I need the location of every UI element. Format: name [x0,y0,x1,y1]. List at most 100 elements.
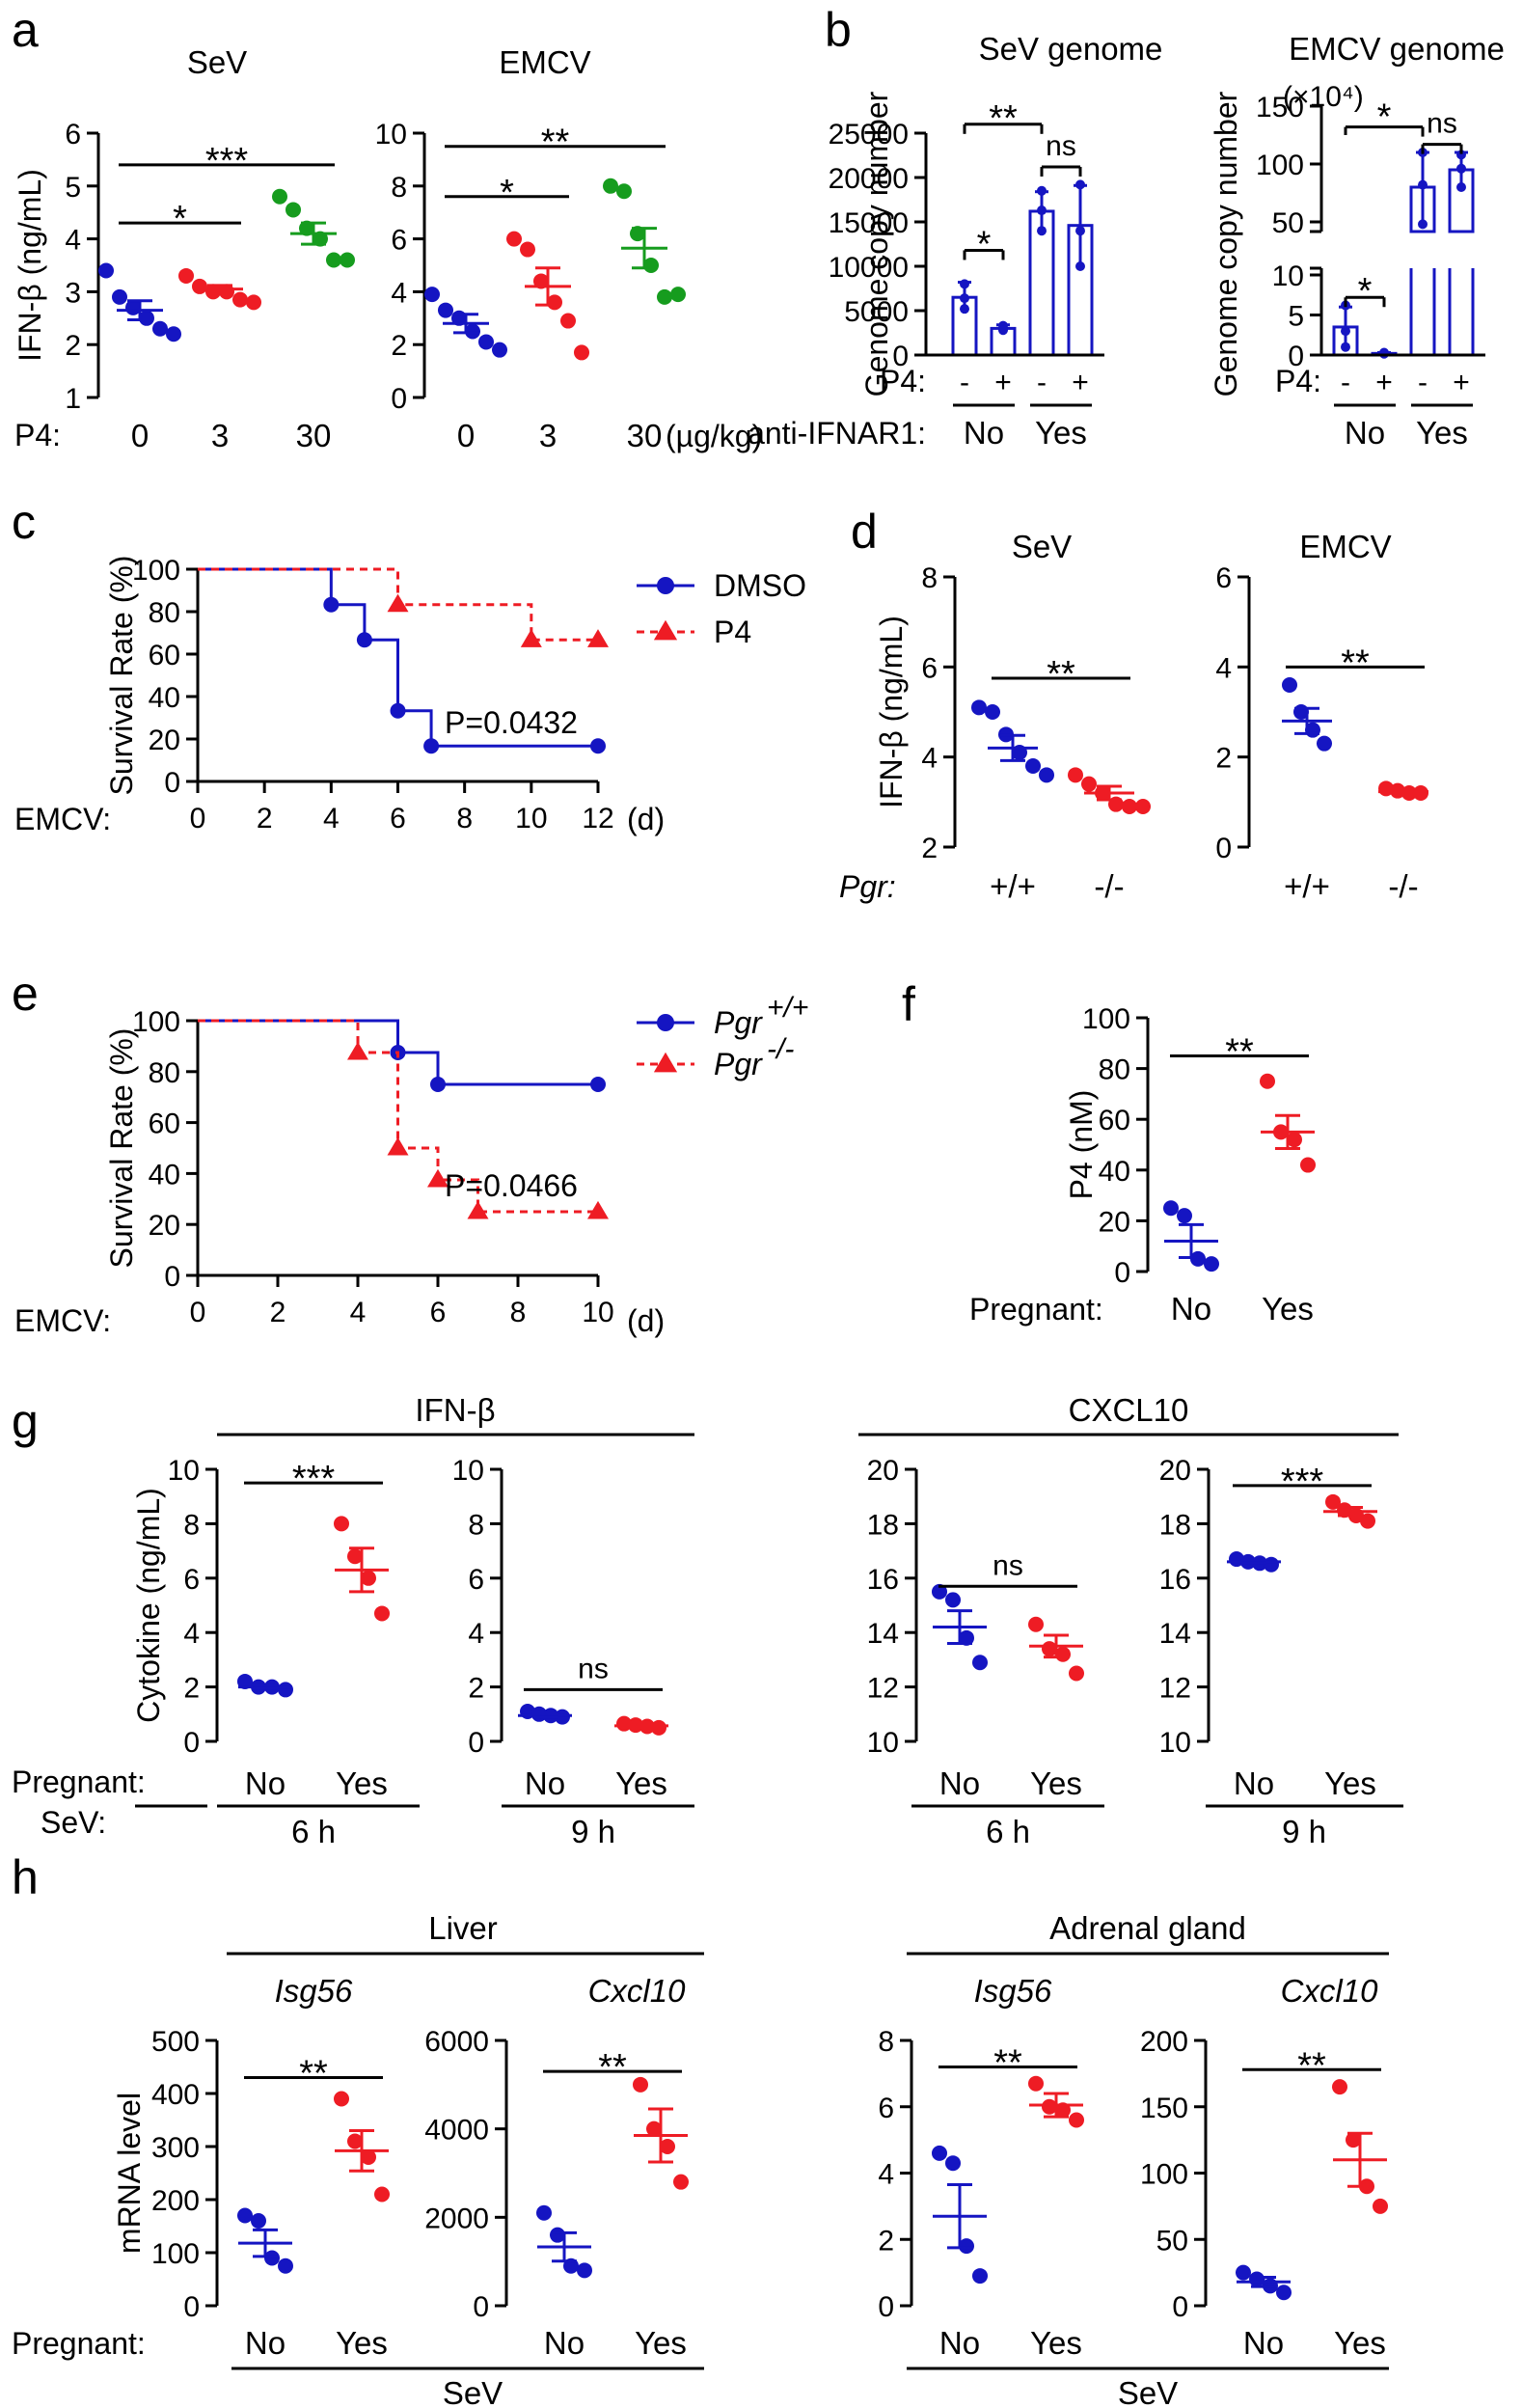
survival-marker [467,1200,489,1219]
significance-label: * [977,224,992,264]
data-point [646,2121,662,2137]
plot-h1-y-tick-label: 200 [151,2185,200,2217]
plot-b2-y-tick-label: 150 [1256,92,1304,123]
significance-label: ns [578,1653,609,1684]
data-point [347,1548,363,1565]
significance-label: ** [1297,2045,1326,2086]
plot-e-x-tick-label: 4 [350,1297,367,1328]
g-time-label: 6 h [986,1814,1030,1849]
legend-label-pgr-ko: Pgr [714,1047,763,1081]
survival-marker [520,629,542,647]
data-point [251,2213,266,2229]
plot-b1-y-tick-label: 5000 [844,296,909,328]
significance-label: ns [1427,108,1457,140]
data-point [960,293,969,304]
g-time-label: 9 h [571,1814,615,1849]
plot-d1-y-tick-label: 2 [921,833,938,864]
plot-a2-title: EMCV [499,44,590,80]
plot-g1-y-tick-label: 10 [168,1455,200,1487]
data-point [1236,2264,1251,2281]
plot-h1-y-tick-label: 0 [183,2291,200,2323]
category-label: 0 [131,418,149,453]
plot-h1-y-tick-label: 500 [151,2026,200,2058]
h-gene-cxcl10-adrenal: Cxcl10 [1281,1973,1379,2009]
survival-marker [590,1077,606,1092]
category-label: 3 [211,418,229,453]
category-label: +/+ [990,868,1036,904]
survival-marker [423,738,440,754]
plot-g1-y-tick-label: 2 [183,1673,200,1705]
plot-e-y-tick-label: 80 [149,1057,180,1089]
plot-g1-y-tick-label: 6 [183,1564,200,1596]
plot-d2-y-tick-label: 4 [1215,652,1232,684]
c-unit-label: (d) [627,802,665,836]
plot-d1-y-tick-label: 8 [921,562,938,594]
plot-h2-y-tick-label: 6000 [424,2026,489,2058]
survival-marker [587,629,609,647]
g-ifn-group-label: IFN-β [415,1392,495,1428]
significance-label: *** [205,141,249,181]
survival-curve-DMSO [198,567,598,748]
panel-letter-b: b [825,3,852,57]
data-point [1039,767,1054,783]
plot-b1-ylabel: Genome copy number [859,91,894,397]
data-point [1282,677,1297,693]
plot-h1-y-tick-label: 400 [151,2079,200,2111]
data-point [1260,1073,1275,1089]
p4-sign: - [1341,367,1350,398]
plot-e-x-tick-label: 0 [190,1297,206,1328]
plot-b2-title: EMCV genome [1289,31,1505,67]
plot-g2-y-tick-label: 4 [468,1618,484,1650]
plot-h2-y-tick-label: 2000 [424,2203,489,2234]
panel-letter-g: g [12,1394,39,1448]
legend-label-p4: P4 [714,615,751,649]
data-point [1135,799,1151,814]
plot-g4-y-tick-label: 10 [1159,1727,1191,1759]
plot-e-x-tick-label: 10 [582,1297,613,1328]
data-point [1075,226,1085,236]
p4-sign: + [994,367,1012,398]
legend-label-pgr-wt-sup: +/+ [767,992,808,1024]
data-point [438,302,453,318]
f-pregnant-row-label: Pregnant: [969,1292,1103,1327]
data-point [673,2174,689,2190]
significance-label: ** [1225,1031,1254,1072]
data-point [374,2186,390,2203]
significance-label: ** [299,2054,328,2094]
data-point [1287,1132,1302,1148]
plot-b1-title: SeV genome [979,31,1163,67]
plot-b1-y-tick-label: 15000 [829,207,909,239]
category-label: No [1171,1291,1211,1327]
data-point [998,325,1008,336]
data-point [550,2227,565,2243]
plot-a1-y-tick-label: 2 [65,330,81,362]
g-sev-row-label: SeV: [41,1805,106,1840]
h-sev-label-adrenal: SeV [1118,2375,1178,2408]
plot-a2-y-tick-label: 10 [375,119,407,150]
category-label: +/+ [1284,868,1330,904]
g-time-label: 9 h [1282,1814,1326,1849]
legend-label-pgr-wt: Pgr [714,1005,763,1040]
plot-g2-y-tick-label: 6 [468,1564,484,1596]
data-point [1028,2075,1044,2092]
data-point [1068,767,1083,783]
survival-marker [387,593,409,613]
data-point [112,288,127,305]
plot-g3-y-tick-label: 20 [867,1455,899,1487]
g-pregnant-row-label: Pregnant: [12,1765,146,1799]
data-point [1276,2285,1292,2301]
category-label: Yes [1324,1765,1376,1801]
data-point [985,704,1000,720]
plot-c-x-tick-label: 6 [390,803,406,835]
data-point [616,1715,632,1732]
category-label: 0 [457,418,475,453]
data-point [264,2250,280,2266]
plot-h4-y-tick-label: 150 [1140,2093,1188,2124]
data-point [232,291,248,308]
data-point [1177,1208,1192,1224]
data-point [960,279,969,289]
significance-label: ** [989,98,1018,139]
h-gene-isg56-adrenal: Isg56 [974,1973,1052,2009]
plot-h3-y-tick-label: 0 [878,2291,894,2323]
